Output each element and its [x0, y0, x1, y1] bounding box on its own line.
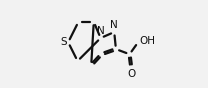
- Text: N: N: [97, 26, 104, 36]
- Text: OH: OH: [139, 36, 155, 46]
- Text: O: O: [127, 69, 135, 79]
- Text: S: S: [60, 37, 67, 47]
- Text: N: N: [110, 20, 118, 30]
